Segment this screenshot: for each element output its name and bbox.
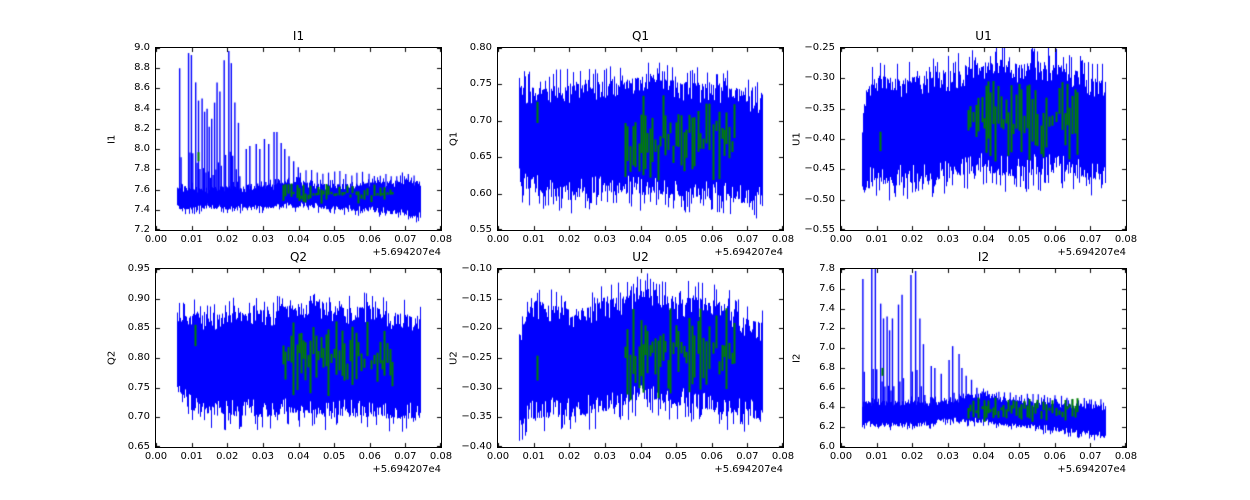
- x-tick-label: 0.05: [322, 451, 346, 462]
- x-tick-label: 0.02: [558, 451, 581, 462]
- x-offset-label: +5.694207e4: [714, 247, 783, 258]
- x-tick-label: 0.05: [322, 234, 346, 245]
- subplot-u2: U2 U2 −0.40 −0.35 −0.30 −0.25 −0.20 −0.15 −0.1…: [449, 250, 795, 475]
- x-tick-label: 0.06: [700, 451, 723, 462]
- x-tick-label: 0.02: [216, 234, 239, 245]
- subplot-i1: I1 I1 7.2 7.4 7.6 7.8 8.0 8.2 8.4 8.6 8.8 9.0 0.0…: [107, 29, 453, 258]
- subplot-q2: Q2 Q2 0.65 0.70 0.75 0.80 0.85 0.90 0.95 0.00 0…: [107, 250, 453, 475]
- x-tick-label: 0.05: [1007, 234, 1031, 245]
- x-tick-label: 0.03: [936, 234, 960, 245]
- plot-area-canvas: [498, 269, 783, 447]
- x-tick-label: 0.02: [901, 451, 924, 462]
- x-tick-label: 0.00: [486, 234, 510, 245]
- x-tick-label: 0.03: [251, 234, 275, 245]
- x-tick-label: 0.06: [358, 451, 381, 462]
- x-tick-label: 0.00: [829, 451, 853, 462]
- x-tick-label: 0.04: [287, 451, 310, 462]
- plot-title: Q2: [289, 250, 308, 264]
- x-tick-label: 0.00: [144, 234, 168, 245]
- x-tick-label: 0.01: [865, 234, 888, 245]
- x-tick-label: 0.07: [736, 234, 759, 245]
- x-tick-label: 0.04: [287, 234, 310, 245]
- plot-title: U1: [975, 29, 992, 43]
- x-tick-label: 0.04: [629, 234, 652, 245]
- x-tick-label: 0.05: [1007, 451, 1031, 462]
- x-tick-label: 0.06: [358, 234, 381, 245]
- x-offset-label: +5.694207e4: [372, 464, 441, 475]
- x-tick-label: 0.06: [700, 234, 723, 245]
- plot-title: I2: [977, 250, 990, 264]
- x-tick-label: 0.08: [771, 234, 795, 245]
- x-tick-label: 0.04: [629, 451, 652, 462]
- x-tick-label: 0.00: [486, 451, 510, 462]
- x-tick-label: 0.02: [558, 234, 581, 245]
- y-axis-label: Q2: [106, 350, 118, 366]
- x-tick-label: 0.08: [1114, 234, 1138, 245]
- x-tick-label: 0.06: [1043, 451, 1066, 462]
- x-tick-label: 0.04: [972, 451, 995, 462]
- x-tick-label: 0.03: [593, 451, 617, 462]
- x-tick-label: 0.07: [394, 451, 417, 462]
- plot-area-canvas: [156, 48, 441, 230]
- x-tick-label: 0.05: [664, 234, 688, 245]
- x-tick-label: 0.02: [901, 234, 924, 245]
- y-axis-label: I1: [106, 134, 118, 144]
- plot-area-canvas: [498, 48, 783, 230]
- x-tick-label: 0.06: [1043, 234, 1066, 245]
- x-tick-label: 0.04: [972, 234, 995, 245]
- x-tick-label: 0.08: [429, 234, 453, 245]
- x-offset-label: +5.694207e4: [1057, 464, 1126, 475]
- plot-area-canvas: [841, 269, 1126, 447]
- x-tick-label: 0.01: [522, 234, 545, 245]
- plot-title: I1: [292, 29, 305, 43]
- x-tick-label: 0.08: [429, 451, 453, 462]
- x-tick-label: 0.08: [771, 451, 795, 462]
- x-tick-label: 0.07: [736, 451, 759, 462]
- x-tick-label: 0.03: [936, 451, 960, 462]
- y-axis-label: U1: [791, 132, 803, 146]
- y-axis-label: I2: [791, 353, 803, 363]
- plot-area-canvas: [841, 48, 1126, 230]
- y-axis-label: Q1: [448, 131, 460, 147]
- plot-area-canvas: [156, 269, 441, 447]
- x-tick-label: 0.00: [144, 451, 168, 462]
- x-tick-label: 0.07: [1079, 451, 1102, 462]
- x-tick-label: 0.05: [664, 451, 688, 462]
- x-tick-label: 0.03: [593, 234, 617, 245]
- x-tick-label: 0.07: [394, 234, 417, 245]
- x-offset-label: +5.694207e4: [1057, 247, 1126, 258]
- x-offset-label: +5.694207e4: [372, 247, 441, 258]
- subplot-u1: U1 U1 −0.55 −0.50 −0.45 −0.40 −0.35 −0.30 −0.2…: [792, 29, 1138, 258]
- x-tick-label: 0.01: [865, 451, 888, 462]
- subplot-i2: I2 I2 6.0 6.2 6.4 6.6 6.8 7.0 7.2 7.4 7.6 7.8 0.0…: [792, 250, 1138, 475]
- x-tick-label: 0.01: [522, 451, 545, 462]
- plot-title: U2: [632, 250, 649, 264]
- x-tick-label: 0.00: [829, 234, 853, 245]
- x-tick-label: 0.01: [180, 234, 203, 245]
- subplot-q1: Q1 Q1 0.55 0.60 0.65 0.70 0.75 0.80 0.00 0.01 0…: [449, 29, 795, 258]
- y-axis-label: U2: [448, 351, 460, 365]
- x-tick-label: 0.01: [180, 451, 203, 462]
- x-offset-label: +5.694207e4: [714, 464, 783, 475]
- x-tick-label: 0.03: [251, 451, 275, 462]
- x-tick-label: 0.07: [1079, 234, 1102, 245]
- plot-title: Q1: [631, 29, 650, 43]
- x-tick-label: 0.02: [216, 451, 239, 462]
- x-tick-label: 0.08: [1114, 451, 1138, 462]
